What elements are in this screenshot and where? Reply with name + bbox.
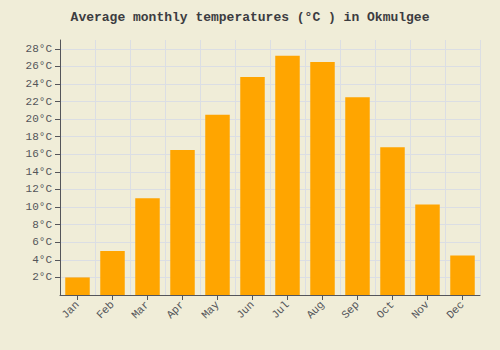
svg-text:16°C: 16°C xyxy=(26,148,53,160)
svg-text:22°C: 22°C xyxy=(26,96,53,108)
svg-text:Nov: Nov xyxy=(409,298,432,321)
svg-text:10°C: 10°C xyxy=(26,201,53,213)
svg-text:14°C: 14°C xyxy=(26,166,53,178)
svg-text:12°C: 12°C xyxy=(26,183,53,195)
svg-text:28°C: 28°C xyxy=(26,43,53,55)
svg-text:Sep: Sep xyxy=(339,299,361,321)
svg-text:24°C: 24°C xyxy=(26,78,53,90)
svg-text:Oct: Oct xyxy=(374,299,396,321)
svg-text:26°C: 26°C xyxy=(26,60,53,72)
svg-text:20°C: 20°C xyxy=(26,113,53,125)
svg-text:Apr: Apr xyxy=(164,299,186,321)
svg-text:Average monthly temperatures (: Average monthly temperatures (°C ) in Ok… xyxy=(71,10,430,25)
svg-text:Feb: Feb xyxy=(94,299,116,321)
svg-text:2°C: 2°C xyxy=(32,271,52,283)
svg-text:Jan: Jan xyxy=(59,299,81,321)
svg-text:8°C: 8°C xyxy=(32,219,52,231)
svg-text:18°C: 18°C xyxy=(26,131,53,143)
svg-text:Jun: Jun xyxy=(234,299,256,321)
svg-text:Jul: Jul xyxy=(269,299,291,321)
svg-text:Mar: Mar xyxy=(129,299,151,321)
svg-text:6°C: 6°C xyxy=(32,236,52,248)
svg-text:May: May xyxy=(199,298,222,321)
svg-text:Dec: Dec xyxy=(444,299,466,321)
svg-text:4°C: 4°C xyxy=(32,254,52,266)
svg-text:Aug: Aug xyxy=(304,299,326,321)
